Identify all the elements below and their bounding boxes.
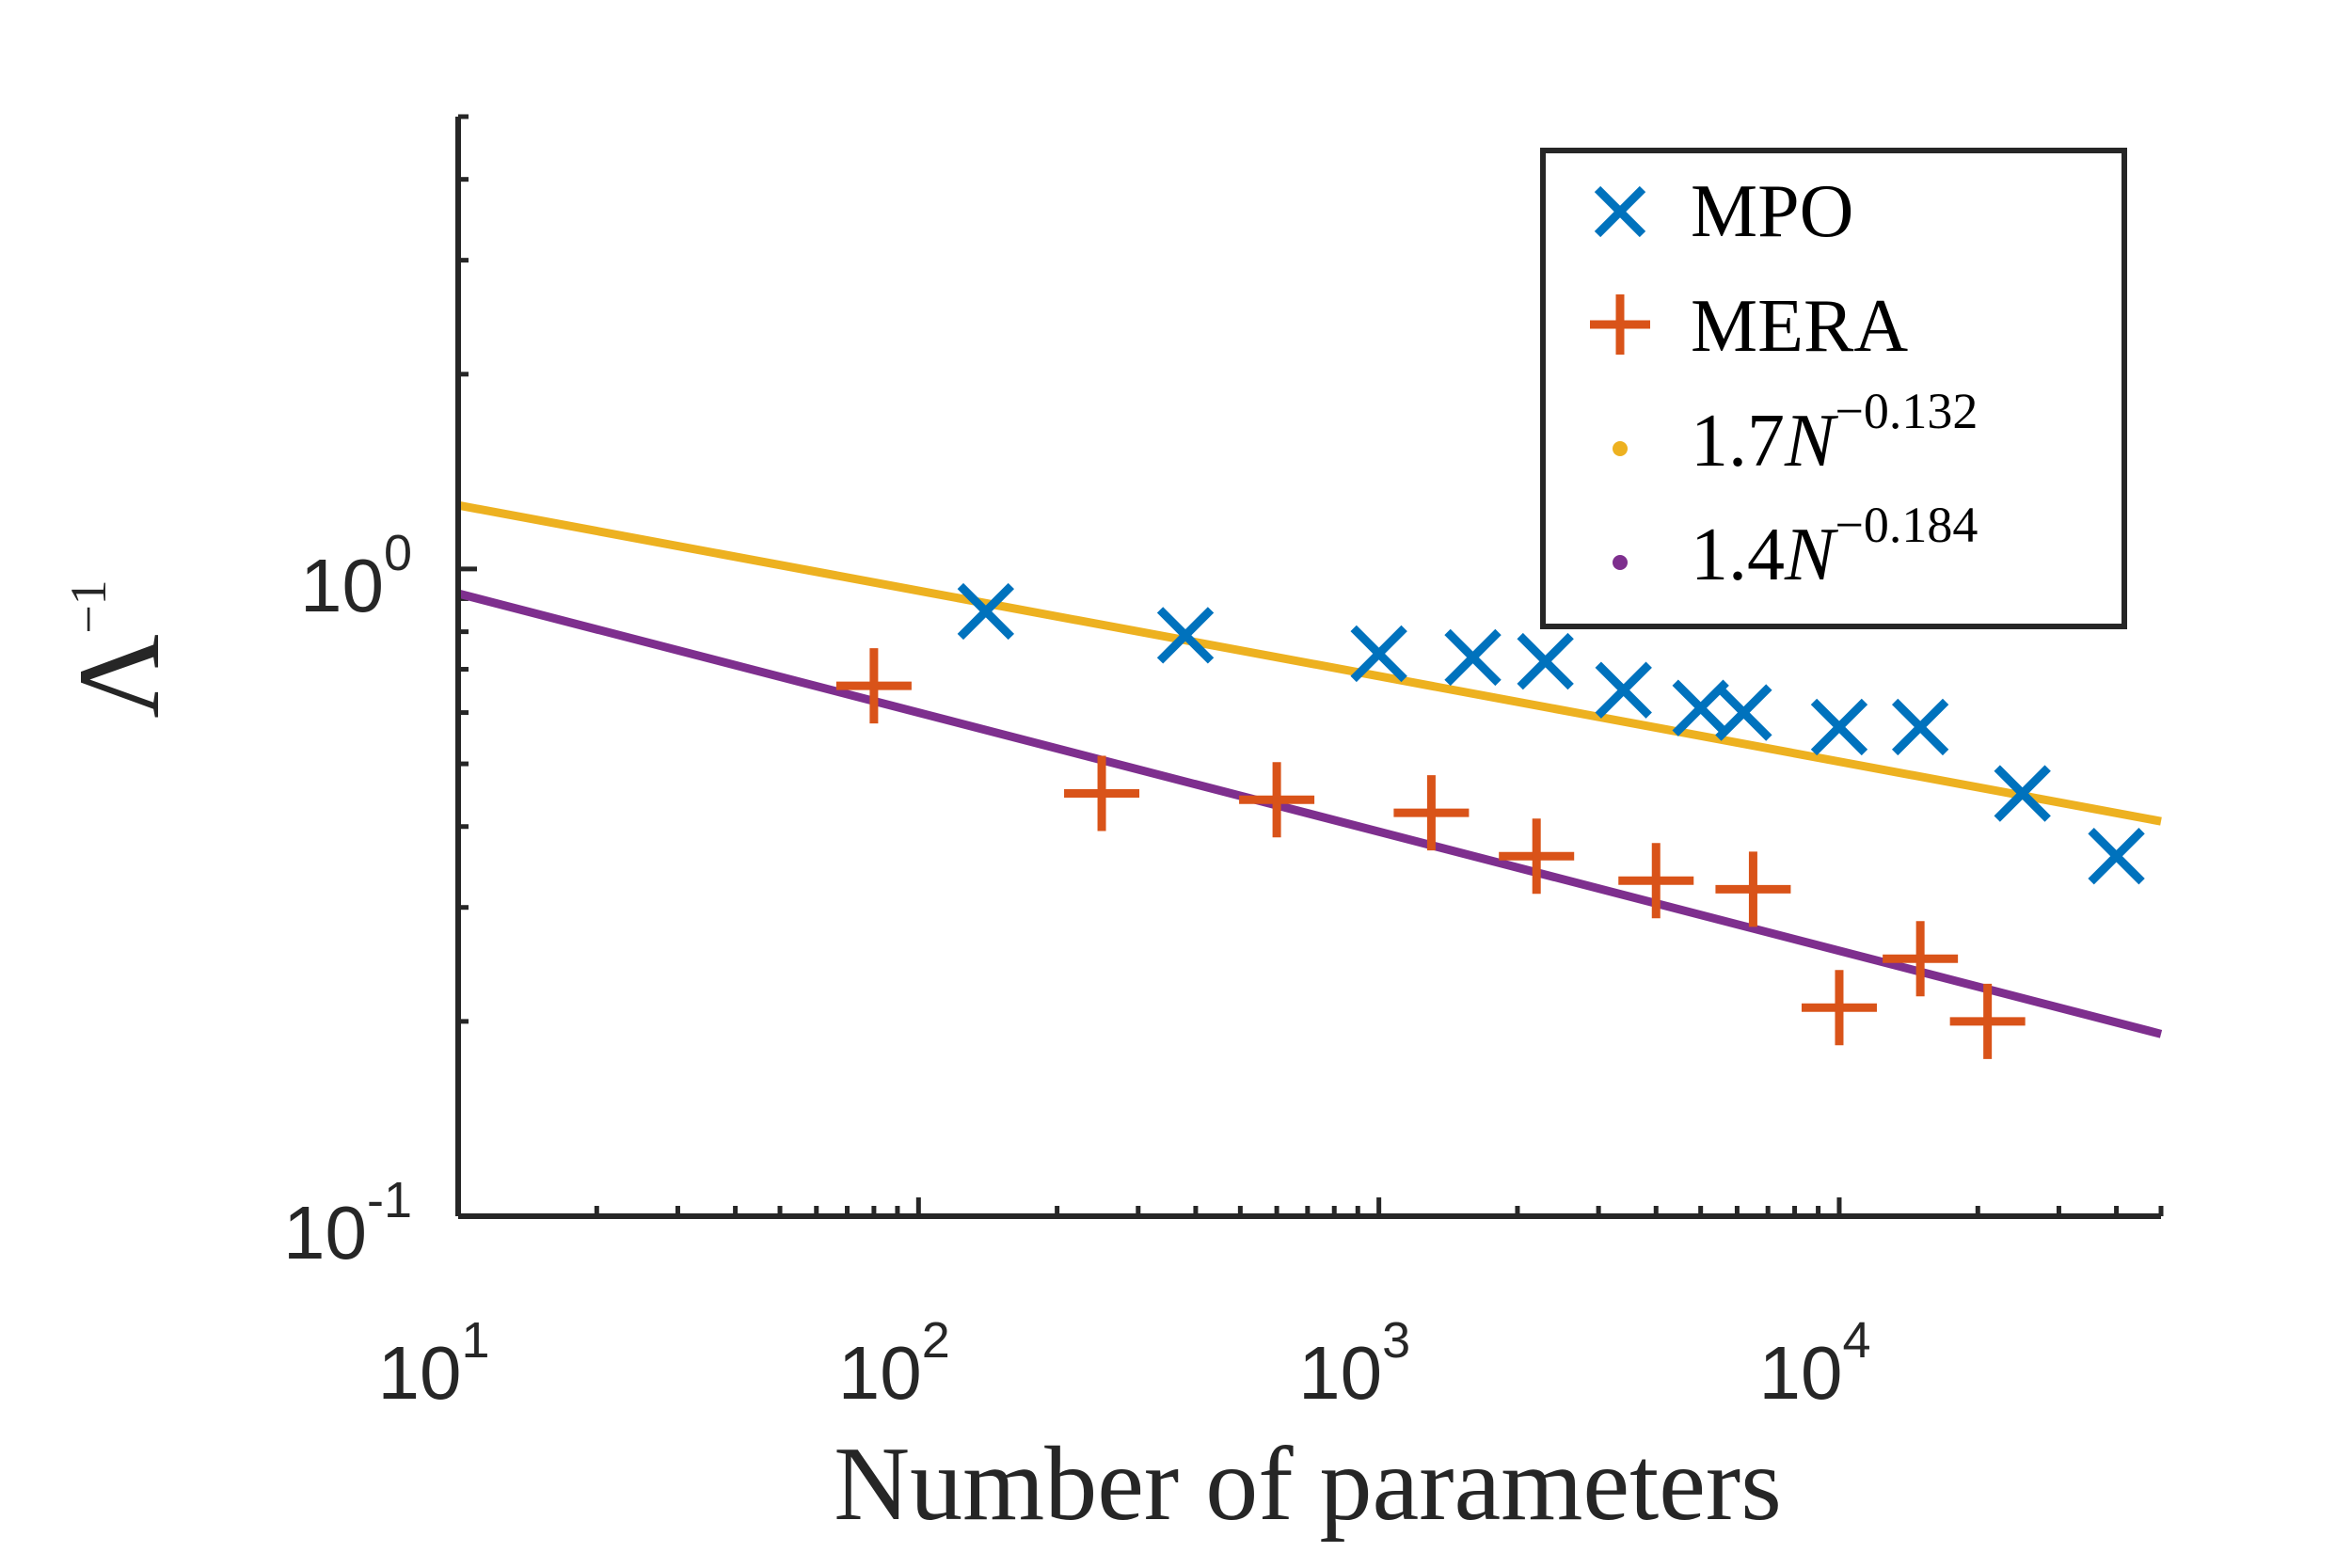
fit-line-fit-mpo (457, 500, 2162, 826)
y-axis-title: Λ−1 (55, 579, 183, 718)
legend-marker-plus (1590, 294, 1650, 355)
data-series (456, 500, 2163, 1059)
legend-entry-fit-mera: 1.4N−0.184 (1613, 497, 1978, 596)
mera-point (1239, 762, 1315, 838)
legend: MPO MERA 1.7N−0.132 1.4N−0.184 (1540, 148, 2127, 629)
mpo-point (1156, 607, 1215, 664)
legend-x-glyph (1594, 185, 1646, 238)
x-axis-title: Number of parameters (834, 1426, 1782, 1543)
mera-point (1064, 755, 1140, 832)
y-tick-label: 100 (300, 525, 412, 627)
mpo-point (1891, 698, 1949, 756)
legend-plus-glyph (1590, 294, 1650, 355)
y-tick-label: 10-1 (283, 1172, 412, 1275)
mera-point (1883, 921, 1959, 997)
mera-point (1949, 983, 2026, 1059)
mpo-point (1994, 765, 2051, 822)
legend-marker-dot-fit-mpo (1613, 441, 1628, 456)
legend-label-fit-mpo: 1.7N−0.132 (1691, 383, 1978, 483)
legend-marker-dot-fit-mera (1613, 555, 1628, 570)
mpo-point (1444, 628, 1502, 687)
x-tick-label: 102 (838, 1312, 950, 1415)
mpo-point (1810, 698, 1868, 756)
mera-point (1715, 851, 1791, 927)
x-tick-label: 101 (377, 1312, 489, 1415)
legend-label-fit-mera: 1.4N−0.184 (1691, 497, 1978, 596)
mpo-point (1595, 661, 1652, 719)
legend-marker-x (1594, 185, 1646, 238)
legend-entry-fit-mpo: 1.7N−0.132 (1613, 383, 1978, 483)
mera-point (1393, 775, 1470, 851)
mpo-point (1517, 632, 1574, 690)
mpo-point (2088, 828, 2145, 885)
legend-entry-mera: MERA (1590, 285, 1908, 368)
axes (455, 117, 2161, 1219)
x-tick-label: 104 (1758, 1312, 1870, 1415)
mpo-point (957, 582, 1015, 641)
mpo-point (1350, 625, 1407, 683)
mera-point (1499, 818, 1575, 895)
mpo-point (1715, 684, 1772, 741)
mera-point (1801, 970, 1877, 1046)
mera-point (1618, 843, 1694, 919)
mera-point (835, 648, 912, 724)
legend-label-mpo: MPO (1691, 170, 1853, 253)
tick-labels: 101 102 103 104 10-1 100 (283, 525, 1870, 1415)
x-tick-label: 103 (1298, 1312, 1410, 1415)
legend-label-mera: MERA (1691, 285, 1908, 368)
fit-line-fit-mera (456, 589, 2163, 1038)
legend-entry-mpo: MPO (1594, 170, 1853, 253)
